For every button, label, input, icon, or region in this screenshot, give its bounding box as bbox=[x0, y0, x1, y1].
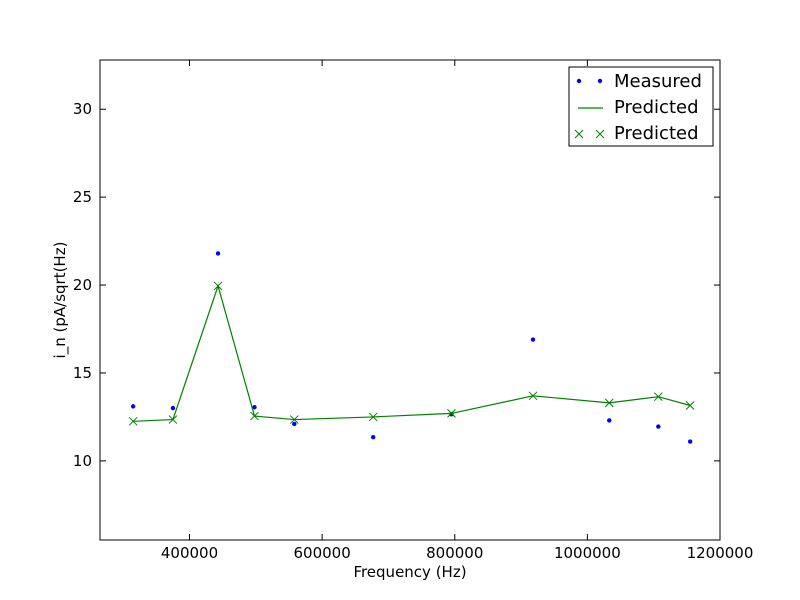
predicted-marker bbox=[250, 411, 259, 421]
legend-label-measured: Measured bbox=[614, 71, 702, 92]
predicted-marker bbox=[168, 415, 178, 424]
predicted-marker bbox=[447, 409, 456, 418]
ticks-layer: 400000 600000 800000 1000000 1200000 10 15 20 25… bbox=[73, 60, 754, 562]
y-tick-label: 30 bbox=[73, 100, 92, 118]
legend-swatches bbox=[574, 78, 605, 139]
predicted-marker bbox=[213, 281, 223, 291]
measured-point bbox=[687, 439, 693, 444]
measured-point bbox=[530, 337, 536, 342]
legend-label-predicted-markers: Predicted bbox=[614, 123, 699, 144]
y-tick-label: 20 bbox=[73, 276, 92, 294]
x-tick-label: 600000 bbox=[294, 544, 351, 562]
series-layer bbox=[128, 251, 695, 444]
measured-point bbox=[252, 405, 257, 410]
legend-box bbox=[568, 66, 714, 147]
measured-point bbox=[215, 251, 221, 256]
x-tick-label: 1000000 bbox=[554, 544, 621, 562]
x-tick-label: 400000 bbox=[161, 544, 218, 562]
predicted-marker bbox=[528, 391, 538, 401]
predicted-marker bbox=[128, 416, 138, 426]
measured-point bbox=[170, 405, 176, 411]
x-tick-label: 800000 bbox=[426, 544, 483, 562]
measured-point bbox=[370, 434, 376, 440]
y-tick-label: 15 bbox=[73, 364, 92, 382]
x-axis-label: Frequency (Hz) bbox=[353, 563, 466, 581]
legend-swatch-dot bbox=[576, 78, 582, 84]
legend: Measured Predicted Predicted bbox=[568, 66, 714, 147]
plot-frame bbox=[99, 59, 721, 541]
y-axis-label: i_n (pA/sqrt(Hz) bbox=[51, 242, 70, 359]
measured-point bbox=[607, 418, 612, 423]
legend-label-predicted-line: Predicted bbox=[614, 97, 699, 118]
predicted-marker bbox=[685, 401, 695, 410]
x-tick-label: 1200000 bbox=[687, 544, 754, 562]
measured-point bbox=[656, 424, 661, 429]
predicted-marker bbox=[653, 392, 663, 402]
legend-swatch-x bbox=[595, 129, 605, 139]
predicted-marker bbox=[289, 415, 299, 424]
predicted-marker bbox=[604, 398, 614, 408]
y-tick-label: 10 bbox=[73, 452, 92, 470]
measured-point bbox=[130, 404, 136, 409]
measured-point bbox=[292, 421, 297, 427]
predicted-marker bbox=[368, 412, 378, 422]
y-tick-label: 25 bbox=[73, 188, 92, 206]
legend-swatch-x bbox=[574, 129, 584, 139]
legend-swatch-dot bbox=[597, 78, 603, 84]
